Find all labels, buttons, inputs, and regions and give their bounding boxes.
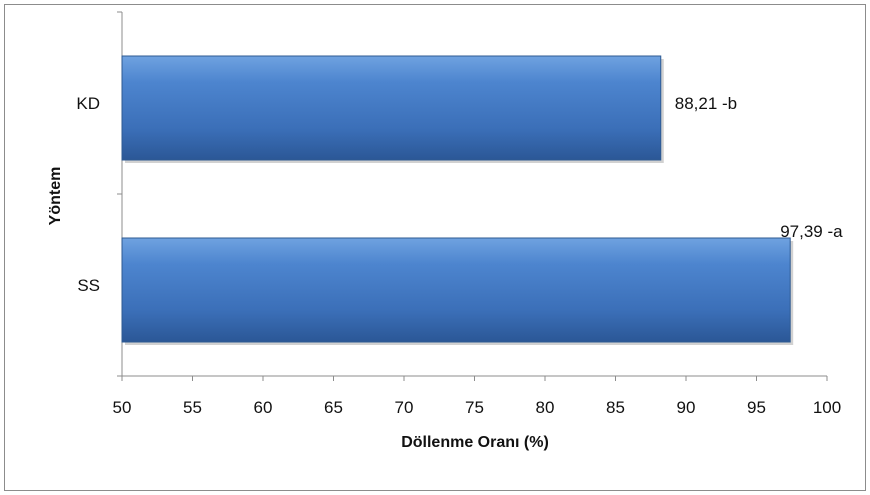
x-tick-label: 55 — [183, 398, 202, 417]
bars-group — [121, 55, 794, 345]
x-tick-label: 95 — [747, 398, 766, 417]
y-category-label: KD — [76, 94, 100, 113]
bar-ss — [121, 237, 791, 343]
x-tick-label: 80 — [536, 398, 555, 417]
x-tick-label: 85 — [606, 398, 625, 417]
data-label-kd: 88,21 -b — [675, 94, 737, 113]
x-tick-label: 100 — [813, 398, 841, 417]
x-axis-title: Döllenme Oranı (%) — [401, 434, 549, 451]
x-tick-label: 75 — [465, 398, 484, 417]
x-tick-label: 60 — [254, 398, 273, 417]
x-tick-label: 50 — [113, 398, 132, 417]
x-tick-label: 65 — [324, 398, 343, 417]
bar-kd — [121, 55, 662, 161]
labels-group: 88,21 -b 97,39 -a — [675, 94, 843, 241]
x-tick-label: 90 — [677, 398, 696, 417]
y-axis-title: Yöntem — [47, 167, 64, 226]
x-tick-label: 70 — [395, 398, 414, 417]
data-label-ss: 97,39 -a — [780, 222, 843, 241]
y-category-label: SS — [77, 276, 100, 295]
